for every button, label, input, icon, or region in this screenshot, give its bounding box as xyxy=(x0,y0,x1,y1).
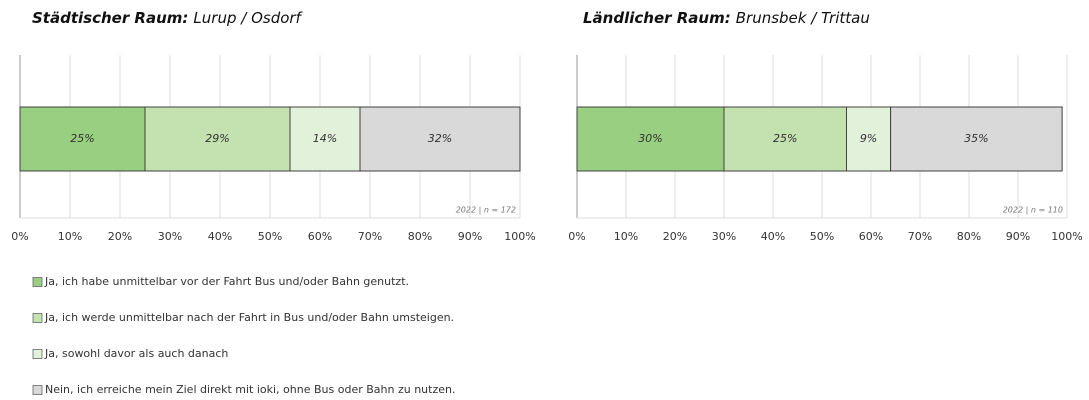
title-bold: Städtischer Raum: xyxy=(32,9,188,27)
value-label: 30% xyxy=(638,132,662,145)
x-tick-label: 80% xyxy=(408,230,432,243)
value-label: 29% xyxy=(205,132,229,145)
x-tick-label: 10% xyxy=(614,230,638,243)
legend-swatch xyxy=(32,313,43,323)
legend-label: Ja, ich habe unmittelbar vor der Fahrt B… xyxy=(44,275,409,288)
x-tick-label: 50% xyxy=(810,230,834,243)
value-label: 14% xyxy=(313,132,337,145)
x-tick-label: 100% xyxy=(504,230,535,243)
x-tick-label: 90% xyxy=(1006,230,1030,243)
x-tick-label: 30% xyxy=(158,230,182,243)
bar-segment xyxy=(846,106,892,172)
value-label: 32% xyxy=(428,132,452,145)
x-tick-label: 40% xyxy=(208,230,232,243)
annotation: 2022 | n = 110 xyxy=(1003,206,1063,215)
value-label: 35% xyxy=(964,132,988,145)
value-label: 25% xyxy=(773,132,797,145)
bar-segment xyxy=(144,106,291,172)
bar-segment xyxy=(890,106,1063,172)
chart-title: Ländlicher Raum: Brunsbek / Trittau xyxy=(583,9,870,27)
bar-segment xyxy=(359,106,521,172)
x-tick-label: 60% xyxy=(859,230,883,243)
bar-segment xyxy=(19,106,146,172)
legend-swatch xyxy=(32,385,43,395)
x-tick-label: 20% xyxy=(663,230,687,243)
x-tick-label: 0% xyxy=(11,230,28,243)
bar-segment xyxy=(289,106,361,172)
legend-label: Ja, ich werde unmittelbar nach der Fahrt… xyxy=(44,311,454,324)
value-label: 25% xyxy=(70,132,94,145)
legend-label: Ja, sowohl davor als auch danach xyxy=(44,347,228,360)
legend-label: Nein, ich erreiche mein Ziel direkt mit … xyxy=(45,383,455,396)
title-bold: Ländlicher Raum: xyxy=(583,9,731,27)
x-tick-label: 90% xyxy=(458,230,482,243)
title-place: Lurup / Osdorf xyxy=(193,9,303,27)
x-tick-label: 80% xyxy=(957,230,981,243)
legend-swatch xyxy=(32,277,43,287)
x-tick-label: 50% xyxy=(258,230,282,243)
x-tick-label: 10% xyxy=(58,230,82,243)
x-tick-label: 0% xyxy=(568,230,585,243)
bar-segment xyxy=(723,106,847,172)
x-tick-label: 60% xyxy=(308,230,332,243)
value-label: 9% xyxy=(860,132,877,145)
x-tick-label: 20% xyxy=(108,230,132,243)
x-tick-label: 40% xyxy=(761,230,785,243)
title-place: Brunsbek / Trittau xyxy=(736,9,870,27)
legend-swatch xyxy=(32,349,43,359)
chart-title: Städtischer Raum: Lurup / Osdorf xyxy=(32,9,304,27)
x-tick-label: 100% xyxy=(1051,230,1082,243)
x-tick-label: 70% xyxy=(358,230,382,243)
annotation: 2022 | n = 172 xyxy=(456,206,516,215)
x-tick-label: 30% xyxy=(712,230,736,243)
x-tick-label: 70% xyxy=(908,230,932,243)
